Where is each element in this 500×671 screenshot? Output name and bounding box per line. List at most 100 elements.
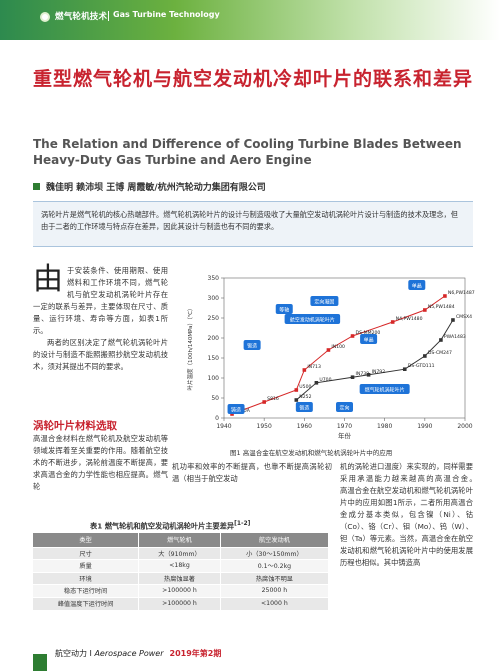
x-axis-label: 年份 — [338, 431, 352, 440]
table-cell: 0.1～0.2kg — [220, 559, 330, 572]
data-point-label: DS-MM200 — [356, 330, 381, 336]
data-point — [402, 367, 407, 371]
data-point — [350, 375, 355, 379]
intro-paragraph-1-text: 于安装条件、使用期限、使用燃料和工作环境不同，燃气轮机与航空发动机涡轮叶片存在一… — [33, 266, 168, 335]
y-tick-label: 200 — [208, 335, 220, 342]
intro-paragraph-2: 两者的区别决定了燃气轮机涡轮叶片的设计与制造不能照搬照抄航空发动机技术，须对其提… — [33, 338, 168, 371]
x-tick-label: 1970 — [337, 423, 352, 430]
table-cell: <18kg — [138, 559, 221, 572]
chart-svg: 1940 1950 1960 1970 1980 1990 2000 0 50 100 150 200… — [186, 275, 475, 440]
series-line — [295, 319, 454, 401]
table-caption-text: 表1 燃气轮机和航空发动机涡轮叶片主要差异 — [90, 521, 235, 531]
header-journal-cn: 燃气轮机技术 — [55, 12, 108, 22]
annotation-badge — [359, 384, 410, 394]
annotation-badge — [275, 304, 293, 314]
annotation-label: 定向 — [339, 405, 349, 412]
data-point-label: U700 — [319, 377, 331, 383]
data-point — [326, 348, 331, 352]
table-cell: 环境 — [33, 571, 140, 585]
data-point — [350, 334, 355, 338]
data-point — [314, 381, 319, 385]
journal-header: 燃气轮机技术 Gas Turbine Technology — [0, 0, 500, 40]
data-point — [451, 318, 455, 322]
table-row: 峰值温度下运行时间 >100000 h <1000 h — [33, 596, 330, 610]
data-point-label: N6,PW1487 — [448, 290, 475, 296]
data-point — [443, 294, 447, 298]
annotation-badge — [360, 334, 378, 344]
data-point — [294, 398, 299, 402]
intro-paragraph-1: 由于安装条件、使用期限、使用燃料和工作环境不同，燃气轮机与航空发动机涡轮叶片存在… — [33, 265, 168, 337]
data-point — [294, 388, 299, 392]
author-bullet-icon — [33, 183, 40, 190]
table-header-row: 类型 燃气轮机 航空发动机 — [33, 533, 330, 547]
comparison-table: 类型 燃气轮机 航空发动机 尺寸 大（910mm） 小（30～150mm） 质量… — [33, 533, 330, 610]
x-tick-label: 1960 — [297, 423, 312, 430]
header-divider — [108, 11, 109, 21]
table-caption: 表1 燃气轮机和航空发动机涡轮叶片主要差异[1-2] — [90, 520, 250, 531]
annotation-label: 铸造 — [231, 407, 241, 414]
annotation-badge — [295, 402, 313, 412]
table-cell: >100000 h — [138, 584, 221, 597]
table-row: 质量 <18kg 0.1～0.2kg — [33, 559, 330, 572]
page-footer: 航空动力 I Aerospace Power 2019年第2期 — [0, 644, 500, 671]
annotation-label: 单晶 — [364, 337, 374, 344]
middle-column-text: 机功率和效率的不断提高，也靠不断提高涡轮初温（相当于航空发动 — [172, 462, 332, 483]
data-point — [423, 354, 427, 358]
table-cell: 热腐蚀显著 — [138, 571, 221, 585]
data-point — [423, 308, 427, 312]
footer-issue: 2019年第2期 — [169, 649, 222, 658]
table-header-cell: 燃气轮机 — [138, 533, 221, 547]
table-cell: <1000 h — [220, 596, 330, 610]
data-point-label: CMSX4 — [456, 314, 472, 320]
annotation-label: 燃气轮机涡轮叶片 — [365, 387, 405, 394]
table-cell: 大（910mm） — [138, 546, 221, 560]
annotation-badge — [310, 296, 339, 306]
section-body: 高温合金材料在燃气轮机及航空发动机等领域发挥着至关重要的作用。随着航空技术的不断… — [33, 434, 168, 491]
y-tick-label: 300 — [208, 295, 220, 302]
x-tick-label: 1980 — [377, 423, 392, 430]
article-title-en: The Relation and Difference of Cooling T… — [33, 137, 462, 167]
table-row: 尺寸 大（910mm） 小（30～150mm） — [33, 546, 330, 560]
x-tick-label: 1940 — [216, 423, 231, 430]
author-names: 魏佳明 赖沛坝 王博 周霞敏/杭州汽轮动力集团有限公司 — [46, 183, 266, 193]
data-point-label: IN713 — [307, 364, 321, 370]
y-tick-label: 350 — [208, 275, 220, 282]
data-point — [439, 338, 443, 342]
x-tick-label: 1990 — [417, 423, 432, 430]
data-point-label: S816 — [267, 396, 279, 402]
footer-journal-en: Aerospace Power — [94, 649, 164, 658]
section-heading: 涡轮叶片材料选取 — [33, 420, 117, 432]
figure-caption: 图1 高温合金在航空发动机和燃气轮机涡轮叶片中的应用 — [230, 449, 393, 457]
annotation-label: 锻造 — [247, 343, 257, 350]
annotation-label: 单晶 — [412, 283, 422, 290]
y-tick-label: 50 — [211, 395, 219, 402]
drop-cap: 由 — [33, 262, 63, 297]
data-point — [262, 400, 266, 404]
data-point-label: IN738 — [356, 371, 370, 377]
y-tick-label: 100 — [208, 375, 220, 382]
table-cell: 尺寸 — [33, 546, 140, 560]
table-cell: 25000 h — [220, 584, 330, 597]
data-point-label: IN792 — [372, 369, 386, 375]
y-axis-label: 叶片温度（100h/140MPa）（℃） — [186, 306, 194, 391]
plot-area — [223, 277, 466, 419]
annotation-label: 航空发动机涡轮叶片 — [290, 317, 335, 324]
annotation-label: 定向凝固 — [314, 299, 334, 306]
y-tick-label: 250 — [208, 315, 220, 322]
table-row: 稳态下运行时间 >100000 h 25000 h — [33, 584, 330, 597]
annotation-badge — [227, 404, 245, 414]
table-cell: 质量 — [33, 559, 140, 572]
right-column-text: 机的涡轮进口温度）来实现的，同样需要采用承温能力越来越高的高温合金。 高温合金在… — [340, 462, 488, 567]
data-point-label: PWA1483 — [444, 334, 466, 340]
data-point-label: IN100 — [331, 344, 345, 350]
table-header-cell: 航空发动机 — [220, 533, 330, 547]
data-point-label: N5,PW1484 — [428, 304, 455, 310]
author-line: 魏佳明 赖沛坝 王博 周霞敏/杭州汽轮动力集团有限公司 — [33, 180, 266, 193]
footer-color-block — [33, 654, 47, 671]
table-row: 环境 热腐蚀显著 热腐蚀不明显 — [33, 571, 330, 585]
data-point — [366, 373, 371, 377]
table-cell: >100000 h — [138, 596, 221, 610]
abstract-box: 涡轮叶片是燃气轮机的核心热端部件。燃气轮机涡轮叶片的设计与制造吸收了大量航空发动… — [33, 201, 473, 247]
intro-column: 由于安装条件、使用期限、使用燃料和工作环境不同，燃气轮机与航空发动机涡轮叶片存在… — [33, 265, 168, 373]
data-point — [390, 320, 395, 324]
